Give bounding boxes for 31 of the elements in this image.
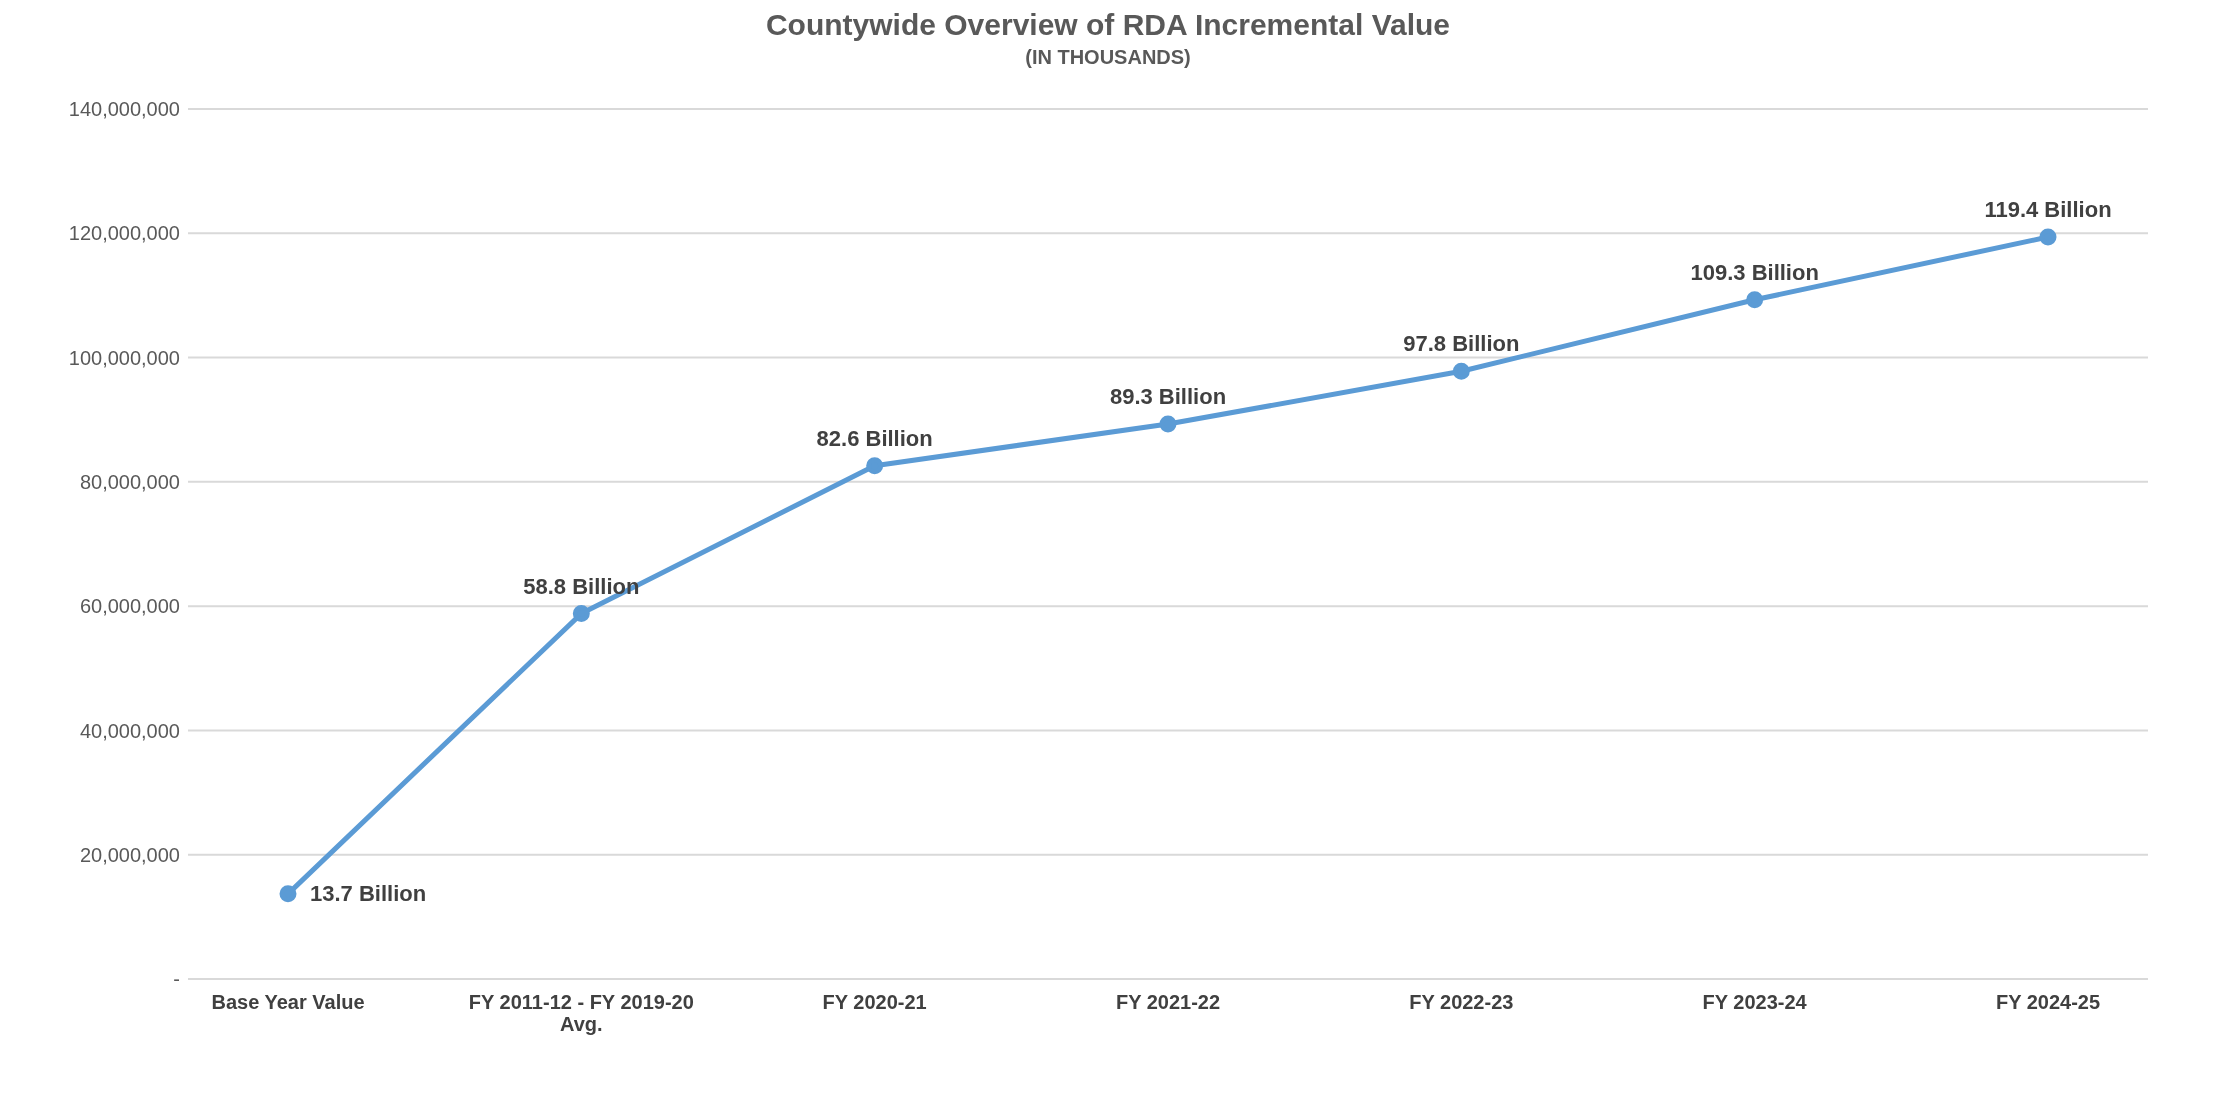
y-tick-label: 80,000,000 xyxy=(79,470,180,493)
y-tick-label: - xyxy=(173,968,180,991)
annotation: 119.4 Billion xyxy=(1984,197,2112,223)
y-tick-label: 20,000,000 xyxy=(79,843,180,866)
point xyxy=(572,605,590,623)
annotation: 58.8 Billion xyxy=(523,573,640,599)
y-tick-label: 40,000,000 xyxy=(79,719,180,742)
x-tick-label: FY 2023-24 xyxy=(1702,991,1808,1013)
annotation: 109.3 Billion xyxy=(1690,259,1819,285)
x-tick-label: Base Year Value xyxy=(211,991,365,1013)
point xyxy=(1159,415,1177,433)
x-tick-label: FY 2022-23 xyxy=(1409,991,1514,1013)
x-tick-label: FY 2024-25 xyxy=(1995,991,2101,1013)
y-tick-label: 100,000,000 xyxy=(68,346,180,369)
y-tick-label: 120,000,000 xyxy=(68,222,180,245)
chart-title: Countywide Overview of RDA Incremental Value xyxy=(764,8,1452,42)
annotation: 13.7 Billion xyxy=(310,880,427,906)
point xyxy=(279,885,297,903)
point xyxy=(1746,291,1764,309)
x-tick-label: FY 2020-21 xyxy=(822,991,927,1013)
y-tick-label: 140,000,000 xyxy=(68,98,180,121)
point xyxy=(1452,362,1470,380)
annotation: 97.8 Billion xyxy=(1403,331,1520,357)
annotation: 82.6 Billion xyxy=(816,425,933,451)
y-tick-label: 60,000,000 xyxy=(79,595,180,618)
point xyxy=(866,457,884,475)
annotation: 89.3 Billion xyxy=(1109,384,1227,410)
point xyxy=(2039,228,2057,246)
x-tick-label: FY 2021-22 xyxy=(1115,991,1221,1013)
chart-subtitle: (IN THOUSANDS) xyxy=(1024,46,1192,69)
x-tick-label: FY 2011-12 - FY 2019-20 Avg. xyxy=(468,991,694,1035)
